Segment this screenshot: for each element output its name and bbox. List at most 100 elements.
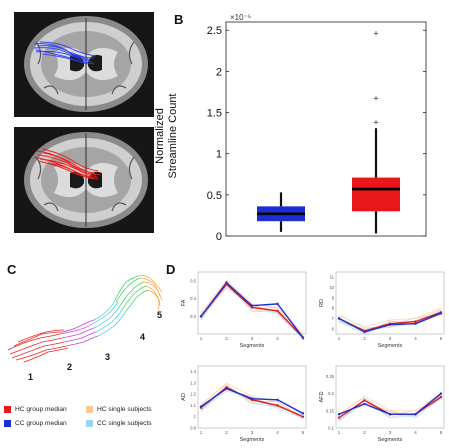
tract-bundle bbox=[4, 272, 164, 382]
single-subject-line bbox=[338, 392, 442, 416]
line-plot-fa: 0.30.40.512345SegmentsFA bbox=[181, 271, 307, 349]
line-plot-ad: 0.9 1 1.1 1.2 1.3 1.4 1 2 3 4 5 Segments AD bbox=[181, 365, 307, 443]
legend-swatch-blue bbox=[4, 420, 11, 427]
y-axis-title-line2: Streamline Count bbox=[167, 94, 179, 179]
panel-b-label: B bbox=[174, 12, 184, 27]
median-point bbox=[250, 306, 254, 309]
median-point bbox=[337, 413, 341, 416]
median-point bbox=[199, 405, 203, 408]
x-tick-label: 1 bbox=[200, 336, 203, 341]
median-point bbox=[276, 404, 279, 407]
x-tick-label: 4 bbox=[414, 336, 417, 341]
plot-frame bbox=[335, 365, 445, 429]
median-point bbox=[225, 283, 228, 286]
y-tick-label: 0.25 bbox=[326, 374, 335, 379]
legend-swatch-red bbox=[4, 406, 11, 413]
x-tick-label: 3 bbox=[389, 430, 392, 435]
box-2: + + + bbox=[352, 29, 400, 234]
legend-hc-single-label: HC single subjects bbox=[97, 406, 152, 413]
median-point bbox=[276, 309, 279, 313]
y-tick-label: 0.5 bbox=[207, 190, 222, 202]
y-tick-label: 11 bbox=[330, 275, 335, 280]
median-point bbox=[439, 392, 443, 395]
y-tick-label: 8 bbox=[332, 306, 335, 311]
median-point bbox=[337, 317, 341, 320]
y-tick-label: 0.15 bbox=[326, 408, 335, 413]
y-tick-label: 2.5 bbox=[207, 25, 222, 37]
single-subject-line bbox=[200, 390, 304, 419]
single-subject-line bbox=[200, 382, 304, 413]
brain-slice-top bbox=[14, 12, 154, 117]
x-tick-label: 3 bbox=[251, 336, 254, 341]
median-point bbox=[301, 415, 305, 418]
panel-d-label: D bbox=[166, 262, 176, 277]
single-subject-line bbox=[338, 307, 442, 327]
x-axis-title: Segments bbox=[378, 343, 403, 349]
segment-label-4: 4 bbox=[140, 332, 146, 342]
x-tick-label: 5 bbox=[440, 430, 443, 435]
median-point bbox=[439, 395, 443, 399]
median-point bbox=[276, 398, 279, 402]
median-point bbox=[388, 413, 392, 416]
y-tick-label: 10 bbox=[329, 285, 334, 290]
segment-label-5: 5 bbox=[157, 310, 163, 320]
median-point bbox=[301, 336, 305, 339]
x-tick-label: 3 bbox=[389, 336, 392, 341]
brain-slice-bottom bbox=[14, 127, 154, 233]
y-tick-label: 0 bbox=[216, 231, 222, 243]
y-axis-title-line1: Normalized bbox=[154, 108, 166, 164]
median-point bbox=[225, 387, 228, 390]
plot-frame bbox=[197, 271, 307, 335]
median-point bbox=[388, 323, 392, 326]
y-axis-title: AD bbox=[181, 393, 187, 401]
y-tick-label: 0.5 bbox=[190, 278, 196, 283]
boxplot-chart: ×10⁻⁵ Normalized Streamline Count 0 0.5 1 1… bbox=[150, 8, 445, 248]
y-tick-label: 0.2 bbox=[328, 391, 334, 396]
y-tick-label: 0.3 bbox=[190, 314, 196, 319]
line-plot-afd: 0.1 0.15 0.2 0.25 1 2 3 4 5 Segments AFD bbox=[319, 365, 445, 443]
legend-hc-median-label: HC group median bbox=[15, 406, 67, 413]
y-axis-title: RD bbox=[319, 299, 325, 307]
legend-cc-median-label: CC group median bbox=[15, 420, 67, 427]
median-point bbox=[414, 322, 417, 325]
box-iqr bbox=[352, 177, 400, 212]
x-tick-label: 5 bbox=[440, 336, 443, 341]
x-tick-label: 4 bbox=[276, 430, 279, 435]
median-point bbox=[199, 315, 203, 318]
median-point bbox=[439, 312, 443, 315]
median-point bbox=[250, 304, 254, 307]
x-tick-label: 3 bbox=[251, 430, 254, 435]
x-tick-label: 2 bbox=[363, 336, 366, 341]
median-point bbox=[337, 416, 341, 419]
profile-plots: ×10⁻⁴ 0.30.40.512345SegmentsFA6789101112… bbox=[176, 266, 448, 448]
single-subject-line bbox=[338, 397, 442, 420]
outlier-marker: + bbox=[373, 117, 378, 127]
y-tick-label: 1 bbox=[194, 414, 197, 419]
median-point bbox=[363, 402, 366, 406]
x-tick-label: 4 bbox=[414, 430, 417, 435]
x-tick-label: 2 bbox=[225, 336, 228, 341]
legend-hc-median: HC group median bbox=[4, 406, 67, 413]
x-tick-label: 1 bbox=[200, 430, 203, 435]
median-point bbox=[250, 397, 254, 400]
y-exponent: ×10⁻⁵ bbox=[230, 13, 251, 22]
median-point bbox=[301, 412, 305, 415]
legend-swatch-orange bbox=[86, 406, 93, 413]
outlier-marker: + bbox=[373, 29, 378, 39]
plot-frame bbox=[225, 21, 427, 237]
x-tick-label: 1 bbox=[338, 430, 341, 435]
x-tick-label: 2 bbox=[363, 430, 366, 435]
median-point bbox=[414, 320, 417, 323]
median-point bbox=[363, 330, 366, 334]
legend-cc-single-label: CC single subjects bbox=[97, 420, 152, 427]
y-tick-label: 1 bbox=[216, 149, 222, 161]
x-tick-label: 5 bbox=[302, 430, 305, 435]
single-subject-line bbox=[200, 279, 304, 334]
x-tick-label: 1 bbox=[338, 336, 341, 341]
panel-c-label: C bbox=[7, 262, 17, 277]
y-axis-title: AFD bbox=[319, 391, 325, 402]
legend-cc-single: CC single subjects bbox=[86, 420, 152, 427]
box-1 bbox=[257, 192, 305, 232]
y-tick-label: 0.1 bbox=[328, 426, 334, 431]
